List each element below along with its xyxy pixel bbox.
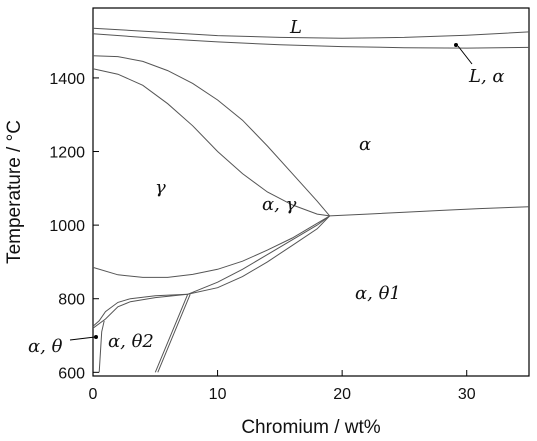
axis-ticks: 0 10 20 30 600 800 1000 1200 1400 <box>49 71 475 403</box>
y-tick-label: 1200 <box>49 145 85 162</box>
x-tick-label: 30 <box>458 386 476 403</box>
y-axis-title: Temperature / °C <box>4 120 25 264</box>
y-tick-label: 800 <box>58 292 85 309</box>
region-label-gamma: γ <box>155 177 166 198</box>
leader-line-liquid-alpha <box>457 45 473 65</box>
phase-boundary-3 <box>92 55 331 217</box>
y-tick-label: 1000 <box>49 218 85 235</box>
region-label-alpha-theta1: α, θ1 <box>355 283 401 304</box>
phase-boundary-11 <box>157 294 191 373</box>
x-tick-label: 0 <box>89 386 98 403</box>
x-tick-label: 10 <box>209 386 227 403</box>
y-tick-label: 600 <box>58 365 85 382</box>
region-label-liquid-alpha: L, α <box>468 66 505 87</box>
x-axis-title: Chromium / wt% <box>241 417 380 438</box>
phase-boundary-4 <box>92 68 330 217</box>
region-label-liquid: L <box>289 17 302 38</box>
phase-boundary-6 <box>329 206 530 217</box>
phase-boundary-1 <box>92 27 530 39</box>
phase-boundary-10 <box>154 294 189 373</box>
region-label-alpha-gamma: α, γ <box>262 194 297 215</box>
phase-boundary-8 <box>187 215 330 295</box>
plot-area-frame <box>92 7 530 377</box>
phase-boundary-7 <box>92 215 331 327</box>
region-label-alpha: α <box>359 134 371 155</box>
phase-boundary-9 <box>92 293 188 329</box>
phase-boundary-5 <box>92 215 330 278</box>
leader-dot-alpha-theta <box>94 335 98 339</box>
phase-boundary-2 <box>92 33 530 49</box>
region-label-alpha-theta2: α, θ2 <box>108 331 154 352</box>
region-label-alpha-theta: α, θ <box>28 336 63 357</box>
phase-boundaries <box>92 27 530 373</box>
phase-boundary-12 <box>98 320 105 373</box>
y-tick-label: 1400 <box>49 71 85 88</box>
x-tick-label: 20 <box>333 386 351 403</box>
leader-line-alpha-theta <box>69 336 96 341</box>
leader-dot-liquid-alpha <box>454 43 458 47</box>
